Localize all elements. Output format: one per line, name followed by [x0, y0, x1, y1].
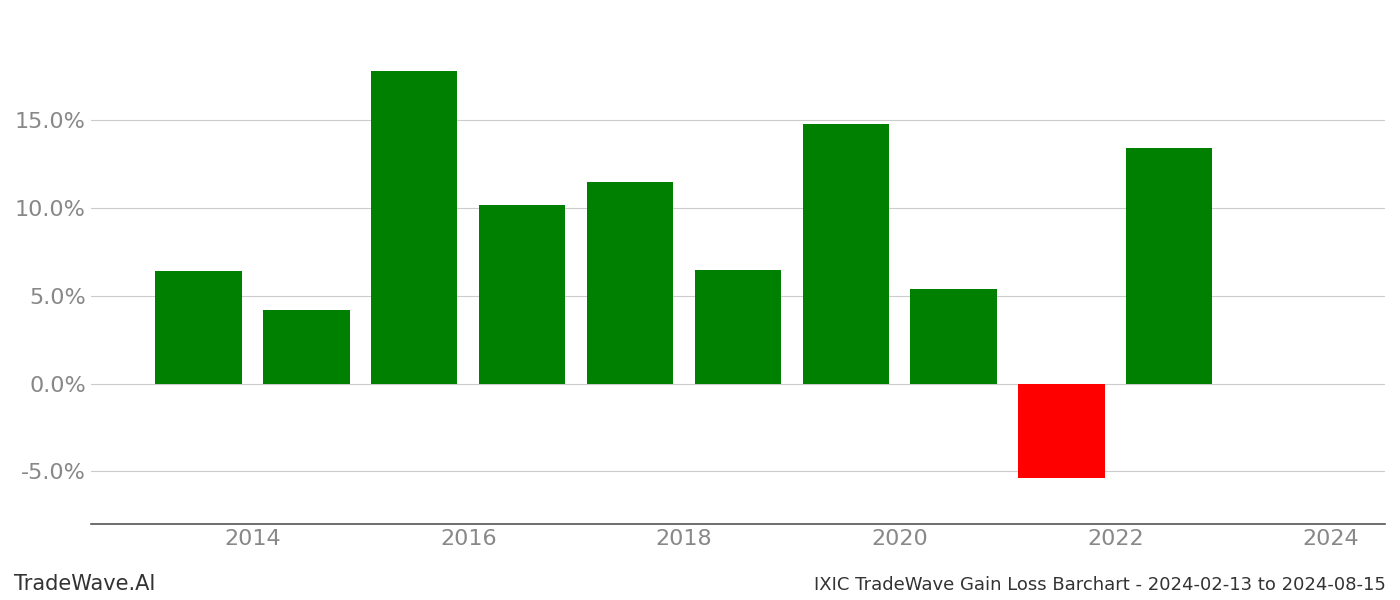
- Bar: [371, 71, 458, 383]
- Bar: [155, 271, 242, 383]
- Bar: [479, 205, 566, 383]
- Text: TradeWave.AI: TradeWave.AI: [14, 574, 155, 594]
- Bar: [587, 182, 673, 383]
- Bar: [694, 269, 781, 383]
- Bar: [1018, 383, 1105, 478]
- Bar: [1126, 148, 1212, 383]
- Bar: [910, 289, 997, 383]
- Bar: [263, 310, 350, 383]
- Bar: [802, 124, 889, 383]
- Text: IXIC TradeWave Gain Loss Barchart - 2024-02-13 to 2024-08-15: IXIC TradeWave Gain Loss Barchart - 2024…: [815, 576, 1386, 594]
